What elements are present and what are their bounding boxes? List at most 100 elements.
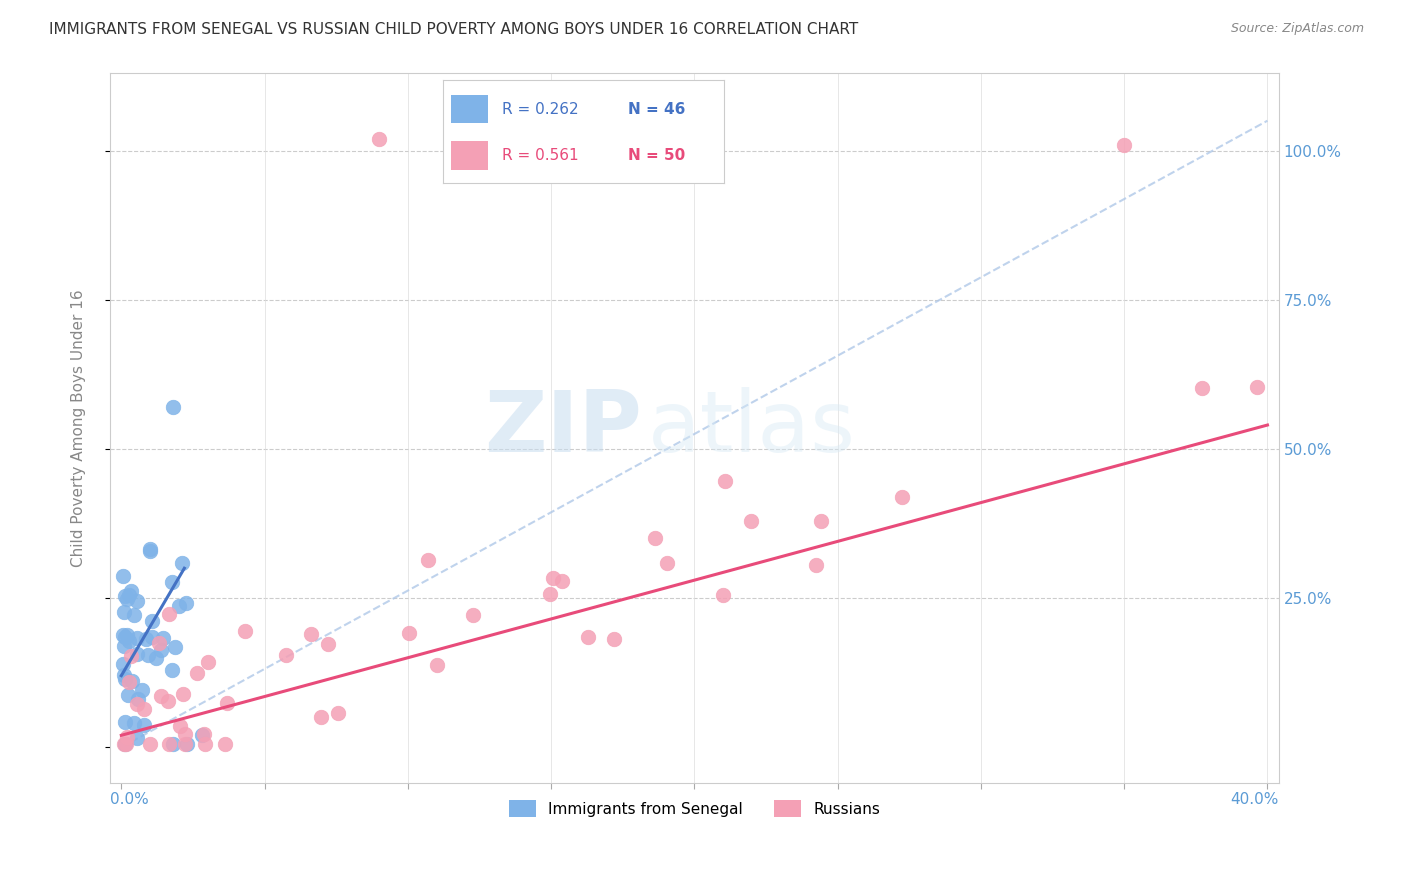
Point [217, 696, 239, 710]
Point [121, 673, 143, 688]
Point [162, 737, 184, 751]
Point [127, 692, 149, 706]
Point [138, 544, 160, 558]
Point [190, 727, 212, 741]
Point [167, 599, 190, 613]
Point [122, 715, 145, 730]
Point [127, 647, 149, 661]
Point [173, 726, 195, 740]
Point [1191, 381, 1213, 395]
Point [156, 694, 179, 708]
Point [114, 737, 136, 751]
Point [111, 569, 134, 583]
Text: R = 0.561: R = 0.561 [502, 148, 578, 162]
Point [152, 631, 174, 645]
Point [120, 584, 142, 599]
Point [157, 607, 180, 621]
Point [174, 596, 197, 610]
Point [127, 731, 149, 745]
Point [148, 636, 170, 650]
Point [1114, 137, 1136, 152]
Point [551, 574, 574, 588]
Point [274, 648, 297, 662]
Point [603, 632, 626, 646]
Text: R = 0.262: R = 0.262 [502, 102, 578, 117]
Point [1246, 380, 1268, 394]
Point [122, 607, 145, 622]
Point [890, 490, 912, 504]
Point [115, 737, 138, 751]
Point [416, 552, 439, 566]
Point [139, 737, 162, 751]
Point [145, 650, 167, 665]
Point [112, 605, 135, 619]
Point [150, 689, 173, 703]
Point [197, 655, 219, 669]
Point [576, 630, 599, 644]
Point [114, 630, 136, 644]
FancyBboxPatch shape [451, 95, 488, 123]
Point [125, 594, 148, 608]
Point [111, 628, 134, 642]
Point [112, 737, 135, 751]
Point [711, 588, 734, 602]
Text: IMMIGRANTS FROM SENEGAL VS RUSSIAN CHILD POVERTY AMONG BOYS UNDER 16 CORRELATION: IMMIGRANTS FROM SENEGAL VS RUSSIAN CHILD… [49, 22, 859, 37]
Point [115, 592, 138, 607]
Point [149, 643, 172, 657]
Point [170, 557, 193, 571]
Point [316, 637, 339, 651]
Point [132, 718, 155, 732]
Point [125, 631, 148, 645]
Point [309, 710, 332, 724]
Point [114, 589, 136, 603]
Point [740, 514, 762, 528]
FancyBboxPatch shape [451, 141, 488, 169]
Point [141, 614, 163, 628]
Point [235, 624, 257, 638]
Text: Source: ZipAtlas.com: Source: ZipAtlas.com [1230, 22, 1364, 36]
Point [135, 632, 157, 647]
Point [118, 634, 141, 648]
Y-axis label: Child Poverty Among Boys Under 16: Child Poverty Among Boys Under 16 [72, 289, 86, 566]
Point [117, 628, 139, 642]
Point [160, 575, 183, 590]
Point [368, 131, 391, 145]
Point [112, 639, 135, 653]
Point [115, 730, 138, 744]
Point [117, 688, 139, 702]
Point [644, 531, 666, 545]
Point [118, 589, 141, 603]
Legend: Immigrants from Senegal, Russians: Immigrants from Senegal, Russians [501, 792, 887, 825]
Point [214, 737, 236, 751]
Point [657, 556, 679, 570]
Point [301, 627, 323, 641]
Point [172, 687, 194, 701]
Point [139, 542, 162, 557]
Point [131, 682, 153, 697]
Point [157, 737, 180, 751]
Point [398, 625, 420, 640]
Point [162, 400, 184, 414]
Point [112, 668, 135, 682]
Text: 40.0%: 40.0% [1230, 792, 1279, 807]
Point [426, 658, 449, 673]
Point [114, 714, 136, 729]
Point [132, 702, 155, 716]
Text: N = 46: N = 46 [628, 102, 686, 117]
Point [118, 675, 141, 690]
Text: N = 50: N = 50 [628, 148, 686, 162]
Point [538, 587, 561, 601]
Point [136, 648, 159, 662]
Point [810, 514, 832, 528]
Text: atlas: atlas [648, 386, 856, 469]
Point [111, 657, 134, 671]
Point [174, 737, 197, 751]
Point [141, 630, 163, 644]
Point [193, 727, 215, 741]
Point [120, 649, 142, 664]
Point [461, 608, 484, 623]
Point [162, 663, 184, 677]
Point [114, 672, 136, 686]
Point [127, 697, 149, 711]
Point [186, 666, 208, 681]
